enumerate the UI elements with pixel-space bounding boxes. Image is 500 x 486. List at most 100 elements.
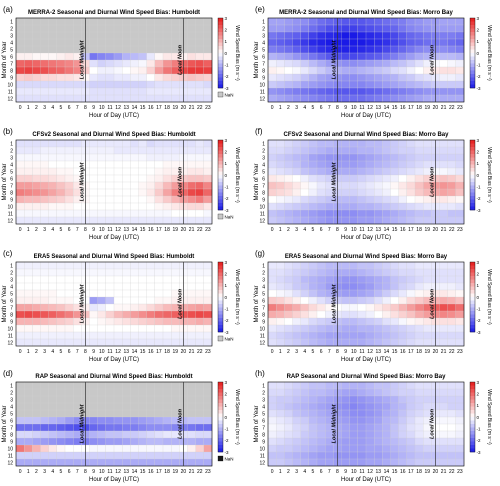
- heatmap-cell: [105, 160, 115, 169]
- heatmap-cell: [406, 416, 416, 425]
- heatmap-cell: [390, 331, 399, 340]
- heatmap-cell: [276, 209, 285, 218]
- heatmap-cell: [316, 17, 326, 26]
- heatmap-cell: [365, 451, 375, 460]
- y-tick-label: 4: [10, 285, 13, 291]
- heatmap-cell: [447, 451, 457, 460]
- heatmap-cell: [89, 402, 98, 411]
- heatmap-cell: [284, 331, 293, 340]
- x-tick-label: 1: [279, 349, 282, 355]
- heatmap-cell: [374, 73, 383, 82]
- x-tick-label: 13: [123, 227, 129, 233]
- nan-swatch: [217, 91, 224, 98]
- heatmap-cell: [455, 310, 465, 319]
- heatmap-cell: [56, 195, 66, 204]
- heatmap-cell: [171, 444, 180, 453]
- heatmap-cell: [105, 216, 115, 225]
- heatmap-cell: [162, 458, 172, 467]
- heatmap-cell: [390, 303, 399, 312]
- heatmap-cell: [24, 338, 33, 347]
- heatmap-cell: [73, 209, 82, 218]
- colorbar-frame: [469, 139, 476, 211]
- heatmap-cell: [284, 268, 293, 277]
- heatmap-cell: [195, 409, 205, 418]
- heatmap-cell: [398, 38, 408, 47]
- heatmap-cell: [32, 87, 41, 96]
- heatmap-cell: [15, 94, 25, 103]
- heatmap-cell: [203, 87, 213, 96]
- heatmap-cell: [32, 17, 41, 26]
- heatmap-cell: [398, 153, 408, 162]
- colorbar-segment: [470, 448, 475, 453]
- colorbar-tick-label: 3: [225, 260, 228, 265]
- heatmap-cell: [40, 209, 49, 218]
- heatmap-cell: [32, 289, 41, 298]
- heatmap-cell: [138, 451, 147, 460]
- heatmap-cell: [267, 458, 277, 467]
- heatmap-cell: [455, 458, 465, 467]
- colorbar-tick-label: 2: [225, 391, 228, 396]
- heatmap-cell: [162, 195, 172, 204]
- heatmap-cell: [48, 451, 58, 460]
- heatmap-cell: [32, 451, 41, 460]
- heatmap-cell: [138, 409, 147, 418]
- heatmap-cell: [406, 317, 416, 326]
- colorbar-segment: [218, 448, 223, 453]
- heatmap-cell: [40, 87, 49, 96]
- heatmap-cell: [406, 437, 416, 446]
- heatmap-cell: [48, 153, 58, 162]
- heatmap-cell: [40, 188, 49, 197]
- heatmap-cell: [374, 296, 383, 305]
- heatmap-cell: [195, 458, 205, 467]
- colorbar-segment: [470, 46, 475, 50]
- heatmap-cell: [187, 268, 196, 277]
- heatmap-cell: [113, 430, 123, 439]
- heatmap-cell: [374, 209, 383, 218]
- heatmap-cell: [341, 381, 350, 390]
- colorbar-segment: [218, 382, 223, 386]
- x-tick-label: 3: [295, 349, 298, 355]
- heatmap-cell: [349, 59, 359, 68]
- y-tick-label: 10: [7, 447, 13, 453]
- heatmap-cell: [284, 153, 293, 162]
- heatmap-cell: [382, 80, 391, 89]
- x-tick-label: 2: [287, 349, 290, 355]
- y-tick-label: 1: [262, 142, 265, 148]
- heatmap-cell: [414, 139, 424, 148]
- heatmap-cell: [284, 261, 293, 270]
- heatmap-cell: [146, 160, 156, 169]
- nan-swatch: [217, 455, 224, 462]
- heatmap-cell: [171, 388, 180, 397]
- heatmap-cell: [24, 331, 33, 340]
- colorbar-frame: [469, 17, 476, 89]
- colorbar-segment: [218, 325, 223, 329]
- heatmap-cell: [122, 282, 131, 291]
- colorbar-segment: [470, 410, 475, 414]
- heatmap-cell: [357, 94, 367, 103]
- heatmap-cell: [187, 303, 196, 312]
- heatmap-cell: [455, 167, 465, 176]
- x-tick-label: 8: [84, 349, 87, 355]
- heatmap-cell: [455, 296, 465, 305]
- heatmap-cell: [195, 402, 205, 411]
- colorbar-segment: [218, 140, 223, 144]
- panel-label: (e): [255, 5, 265, 14]
- heatmap-cell: [341, 17, 350, 26]
- colorbar-segment: [218, 175, 223, 179]
- heatmap-cell: [203, 402, 213, 411]
- heatmap-cell: [325, 338, 334, 347]
- heatmap-cell: [406, 167, 416, 176]
- heatmap-cell: [203, 409, 213, 418]
- x-tick-label: 18: [164, 105, 170, 111]
- heatmap-cell: [455, 444, 465, 453]
- x-tick-label: 2: [35, 227, 38, 233]
- heatmap-cell: [97, 282, 107, 291]
- x-tick-label: 0: [271, 227, 274, 233]
- heatmap-cell: [316, 324, 326, 333]
- x-tick-label: 6: [68, 469, 71, 475]
- heatmap-cell: [439, 80, 448, 89]
- heatmap-cell: [122, 188, 131, 197]
- heatmap-cell: [357, 66, 367, 75]
- heatmap-cell: [48, 310, 58, 319]
- x-tick-label: 1: [279, 469, 282, 475]
